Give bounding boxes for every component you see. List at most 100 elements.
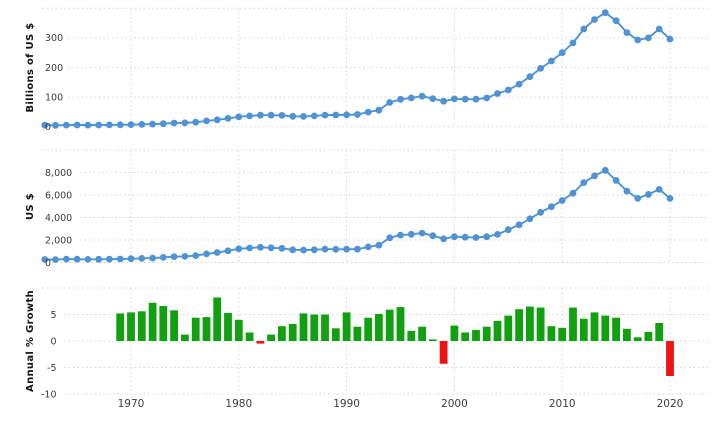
growth-bar-1991 <box>353 326 362 341</box>
gdp-billions-point-1968 <box>106 121 113 129</box>
gdp-per-capita-point-2007 <box>526 215 534 223</box>
gdp-per-capita-point-1980 <box>235 245 243 253</box>
gdp-billions-point-1998 <box>429 95 437 102</box>
y-axis-title-gdp-per-capita: US $ <box>25 193 36 220</box>
gdp-per-capita-point-2010 <box>558 197 566 204</box>
growth-bar-1985 <box>288 324 297 341</box>
x-tick-label-2010: 2010 <box>549 398 576 410</box>
gdp-billions-point-2019 <box>655 25 663 33</box>
gdp-per-capita-point-2019 <box>655 186 663 193</box>
gdp-per-capita-point-1993 <box>375 241 383 249</box>
growth-bar-1979 <box>224 312 232 341</box>
gdp-per-capita-point-1985 <box>289 246 297 254</box>
gdp-per-capita-point-1994 <box>386 234 394 242</box>
growth-bar-1975 <box>181 334 189 341</box>
growth-bar-2003 <box>482 326 491 341</box>
gdp-billions-point-1962 <box>41 121 49 129</box>
gdp-per-capita-point-1987 <box>310 246 318 254</box>
growth-bar-1989 <box>331 328 340 341</box>
gdp-per-capita-point-1972 <box>149 254 157 262</box>
gdp-per-capita-point-1967 <box>95 255 103 263</box>
gdp-billions-point-1987 <box>310 112 318 120</box>
gdp-billions-point-1975 <box>181 119 189 127</box>
gdp-billions-point-2011 <box>569 39 577 47</box>
gdp-per-capita-point-1969 <box>116 255 124 263</box>
x-tick-label-2020: 2020 <box>657 398 684 410</box>
gdp-billions-point-1981 <box>246 112 254 120</box>
gdp-per-capita-point-2006 <box>515 221 523 229</box>
gdp-billions-point-2020 <box>666 35 674 43</box>
panel-gdp-per-capita: 0 2,000 4,000 6,000 8,000 <box>41 149 708 269</box>
gdp-billions-point-2017 <box>634 36 642 44</box>
gdp-per-capita-point-1981 <box>246 244 254 252</box>
gdp-per-capita-point-1977 <box>203 250 210 258</box>
y-tick-label: 0 <box>45 122 51 133</box>
gdp-billions-point-2012 <box>580 25 588 33</box>
gdp-billions-point-2007 <box>526 73 534 81</box>
growth-bar-1998 <box>428 339 437 341</box>
gdp-billions-point-1984 <box>278 112 286 119</box>
growth-bar-2011 <box>569 307 577 341</box>
y-tick-label: 0 <box>50 336 56 347</box>
gdp-per-capita-point-2016 <box>623 187 631 195</box>
growth-bar-2000 <box>450 325 459 341</box>
growth-bar-2014 <box>601 315 610 341</box>
gdp-per-capita-point-1995 <box>397 231 404 239</box>
gdp-per-capita-point-1965 <box>73 255 81 263</box>
gdp-billions-point-1988 <box>321 111 329 119</box>
growth-bar-1983 <box>267 334 275 341</box>
gdp-per-capita-point-1999 <box>440 235 447 243</box>
gdp-per-capita-point-1975 <box>181 253 189 260</box>
growth-bar-2008 <box>536 307 545 341</box>
growth-bar-1995 <box>396 307 405 341</box>
gdp-per-capita-point-1984 <box>278 244 286 252</box>
growth-bar-1999 <box>439 341 448 364</box>
gdp-billions-point-1973 <box>159 120 167 128</box>
y-tick-label: 6,000 <box>45 190 72 201</box>
gdp-per-capita-point-1976 <box>192 252 200 259</box>
growth-bar-2018 <box>644 332 653 341</box>
gdp-per-capita-point-2014 <box>601 166 609 174</box>
gdp-per-capita-point-1990 <box>343 245 350 253</box>
annual-growth-bars <box>116 297 674 376</box>
gdp-billions-point-1966 <box>84 121 92 129</box>
y-tick-label: -10 <box>41 389 57 400</box>
gdp-per-capita-point-1996 <box>407 230 415 238</box>
y-tick-label: 0 <box>45 258 51 269</box>
gdp-billions-point-1974 <box>170 119 178 127</box>
growth-bar-1969 <box>116 313 125 341</box>
gdp-billions-point-2003 <box>483 94 491 102</box>
growth-bar-2009 <box>547 326 556 341</box>
y-tick-label: 200 <box>45 63 63 74</box>
growth-bar-2002 <box>472 329 480 341</box>
gdp-billions-point-1990 <box>343 111 350 119</box>
gdp-per-capita-point-2000 <box>451 233 458 241</box>
gdp-billions-point-1997 <box>418 92 426 100</box>
gdp-billions-point-1979 <box>224 115 232 122</box>
gdp-per-capita-point-1986 <box>300 246 307 254</box>
gdp-billions-point-1976 <box>192 118 200 126</box>
gdp-billions-point-2015 <box>612 17 620 25</box>
gdp-billions-point-1994 <box>386 99 394 106</box>
gdp-billions-point-1972 <box>149 120 157 128</box>
gdp-billions-point-2013 <box>591 16 598 23</box>
gdp-per-capita-point-2004 <box>494 231 501 238</box>
gdp-per-capita-point-2012 <box>580 179 588 187</box>
growth-bar-2012 <box>579 318 588 341</box>
gdp-billions-point-2006 <box>515 80 523 88</box>
y-axis-title-annual-growth: Annual % Growth <box>25 290 36 392</box>
gdp-per-capita-point-2015 <box>612 177 620 184</box>
gdp-per-capita-point-2008 <box>537 208 544 216</box>
growth-bar-2010 <box>558 327 567 342</box>
gdp-per-capita-point-1973 <box>159 254 167 261</box>
gdp-billions-point-2018 <box>645 34 652 42</box>
gdp-billions-point-2000 <box>451 95 458 103</box>
panel-annual-growth: 5 0 -5 -10 <box>41 287 708 400</box>
gdp-billions-point-1983 <box>267 111 275 119</box>
gdp-per-capita-point-1983 <box>267 244 275 252</box>
gdp-billions-point-1970 <box>127 121 135 128</box>
growth-bar-2006 <box>515 309 523 341</box>
growth-bar-2013 <box>590 312 599 341</box>
growth-bar-1997 <box>418 326 426 341</box>
gdp-billions-point-1982 <box>257 111 264 119</box>
